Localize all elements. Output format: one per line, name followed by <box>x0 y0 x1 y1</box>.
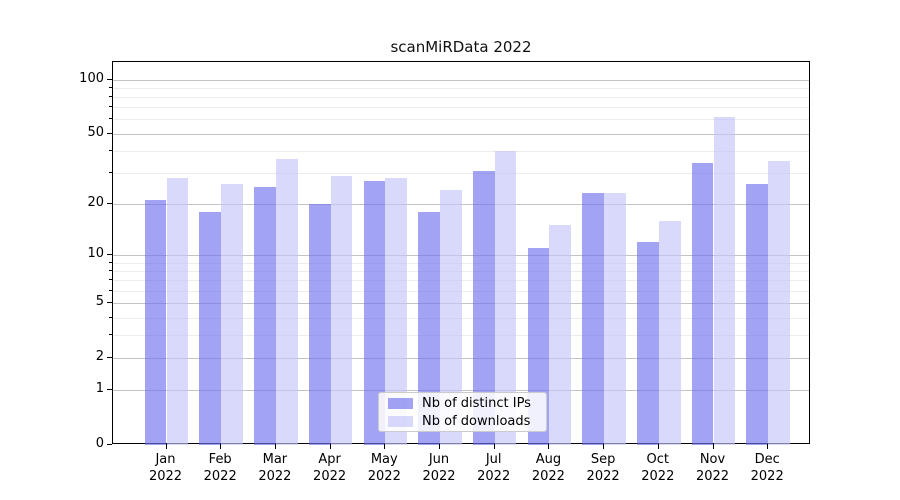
legend-swatch-downloads-icon <box>388 415 413 427</box>
y-minor-tick-mark-3 <box>109 334 112 336</box>
y-tick-mark-10 <box>107 254 112 256</box>
gridline-50 <box>113 133 809 135</box>
bar-distinct-ips-nov <box>691 163 714 445</box>
x-tick-mark-aug <box>548 444 550 449</box>
x-tick-label-jan: Jan 2022 <box>148 452 183 484</box>
bar-downloads-mar <box>275 159 298 445</box>
bar-distinct-ips-jun <box>418 211 440 445</box>
y-tick-label-10: 10 <box>87 246 104 262</box>
x-tick-label-sep: Sep 2022 <box>586 452 620 484</box>
legend-label-downloads: Nb of downloads <box>422 413 531 429</box>
bar-distinct-ips-mar <box>254 187 276 445</box>
bar-downloads-feb <box>221 184 243 445</box>
y-minor-tick-mark-60 <box>109 118 112 120</box>
x-tick-label-may: May 2022 <box>367 452 401 484</box>
legend-row-downloads: Nb of downloads <box>388 414 537 429</box>
bar-downloads-dec <box>768 161 790 445</box>
bar-distinct-ips-oct <box>637 241 659 445</box>
bar-distinct-ips-dec <box>746 184 769 445</box>
gridline-30 <box>113 173 809 175</box>
gridline-80 <box>113 97 809 98</box>
y-minor-tick-mark-9 <box>109 261 112 263</box>
bar-downloads-sep <box>604 193 626 445</box>
x-tick-mark-nov <box>712 444 714 449</box>
x-tick-mark-may <box>384 444 386 449</box>
bar-distinct-ips-feb <box>199 211 222 445</box>
y-tick-mark-100 <box>107 78 112 80</box>
chart-title: scanMiRData 2022 <box>390 38 532 56</box>
y-tick-label-20: 20 <box>87 194 104 210</box>
bar-distinct-ips-sep <box>582 193 605 445</box>
legend-row-distinct-ips: Nb of distinct IPs <box>388 396 537 411</box>
x-tick-label-aug: Aug 2022 <box>531 452 565 484</box>
gridline-90 <box>113 87 809 89</box>
y-tick-mark-5 <box>107 302 112 304</box>
bar-distinct-ips-jul <box>472 170 495 445</box>
bar-downloads-may <box>385 178 408 445</box>
x-tick-label-nov: Nov 2022 <box>695 452 730 484</box>
legend-label-distinct-ips: Nb of distinct IPs <box>422 395 531 411</box>
y-tick-label-100: 100 <box>79 70 104 86</box>
gridline-60 <box>113 119 809 121</box>
y-minor-tick-mark-7 <box>109 279 112 281</box>
y-minor-tick-mark-70 <box>109 106 112 108</box>
bar-distinct-ips-may <box>363 181 386 445</box>
x-tick-mark-feb <box>220 444 222 449</box>
x-tick-mark-apr <box>329 444 331 449</box>
y-tick-label-0: 0 <box>95 436 104 451</box>
x-tick-mark-mar <box>274 444 276 449</box>
y-minor-tick-mark-40 <box>109 149 112 151</box>
x-tick-label-dec: Dec 2022 <box>750 452 784 484</box>
x-tick-mark-jul <box>493 444 495 449</box>
legend-swatch-distinct-ips-icon <box>388 397 413 409</box>
bar-downloads-jul <box>494 150 517 445</box>
bar-downloads-nov <box>713 116 736 445</box>
bar-downloads-oct <box>658 220 681 445</box>
y-tick-mark-0 <box>107 444 112 445</box>
y-tick-label-5: 5 <box>95 294 104 310</box>
x-tick-mark-jan <box>165 444 167 449</box>
y-tick-mark-2 <box>107 357 112 358</box>
y-minor-tick-mark-8 <box>109 270 112 271</box>
y-tick-mark-1 <box>107 389 112 391</box>
y-tick-label-1: 1 <box>95 381 104 397</box>
gridline-40 <box>113 150 809 152</box>
x-tick-label-jun: Jun 2022 <box>422 452 456 484</box>
x-tick-label-jul: Jul 2022 <box>477 452 511 484</box>
bar-distinct-ips-jan <box>144 200 167 445</box>
y-minor-tick-mark-30 <box>109 172 112 174</box>
x-tick-mark-dec <box>767 444 769 449</box>
y-tick-mark-20 <box>107 202 112 204</box>
y-minor-tick-mark-4 <box>109 316 112 318</box>
x-tick-label-feb: Feb 2022 <box>203 452 237 484</box>
bar-downloads-jan <box>166 178 189 445</box>
bar-downloads-apr <box>330 175 353 445</box>
gridline-100 <box>113 79 809 81</box>
bar-downloads-jun <box>440 190 462 445</box>
bar-downloads-aug <box>549 225 572 445</box>
x-tick-mark-oct <box>657 444 659 449</box>
plot-area <box>112 61 810 445</box>
y-tick-mark-50 <box>107 132 112 134</box>
legend: Nb of distinct IPs Nb of downloads <box>378 392 547 432</box>
x-tick-mark-sep <box>603 444 605 449</box>
y-minor-tick-mark-80 <box>109 96 112 97</box>
bar-distinct-ips-apr <box>308 203 331 445</box>
y-tick-label-2: 2 <box>95 349 104 364</box>
x-tick-label-apr: Apr 2022 <box>313 452 347 484</box>
x-tick-mark-jun <box>439 444 440 449</box>
x-tick-label-mar: Mar 2022 <box>258 452 292 484</box>
y-minor-tick-mark-6 <box>109 289 112 291</box>
x-tick-label-oct: Oct 2022 <box>641 452 675 484</box>
y-minor-tick-mark-90 <box>109 86 112 88</box>
gridline-70 <box>113 107 809 109</box>
y-tick-label-50: 50 <box>87 124 104 140</box>
